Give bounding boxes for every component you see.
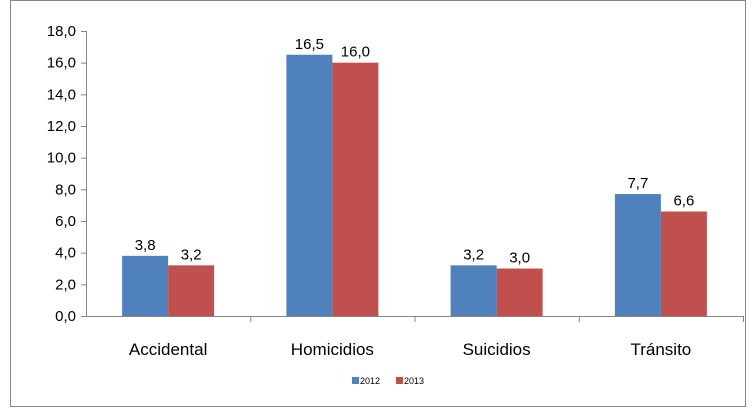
legend-label-2012: 2012 xyxy=(360,376,380,386)
bar-2013-1 xyxy=(332,62,379,316)
y-tick-label: 8,0 xyxy=(55,181,76,198)
x-category-label: Homicidios xyxy=(291,340,374,359)
bar-2012-3 xyxy=(614,194,661,316)
data-label-2013-3: 6,6 xyxy=(673,193,694,210)
y-tick-label: 16,0 xyxy=(47,55,76,72)
data-label-2012-2: 3,2 xyxy=(463,246,484,263)
x-category-label: Tránsito xyxy=(630,340,691,359)
legend-label-2013: 2013 xyxy=(404,376,424,386)
legend-swatch-2013 xyxy=(396,377,403,384)
y-tick-label: 4,0 xyxy=(55,245,76,262)
y-tick-label: 18,0 xyxy=(47,23,76,40)
y-tick-label: 6,0 xyxy=(55,213,76,230)
data-label-2013-0: 3,2 xyxy=(181,246,202,263)
y-tick-label: 0,0 xyxy=(55,308,76,325)
y-tick-label: 14,0 xyxy=(47,86,76,103)
y-tick-label: 12,0 xyxy=(47,118,76,135)
x-category-label: Accidental xyxy=(129,340,207,359)
bar-2013-0 xyxy=(168,265,215,316)
data-label-2013-2: 3,0 xyxy=(509,250,530,267)
bar-2012-1 xyxy=(286,54,333,316)
data-label-2013-1: 16,0 xyxy=(341,44,370,61)
y-tick-label: 10,0 xyxy=(47,150,76,167)
data-label-2012-3: 7,7 xyxy=(627,175,648,192)
data-label-2012-1: 16,5 xyxy=(295,36,324,53)
x-category-label: Suicidios xyxy=(463,340,531,359)
legend-swatch-2012 xyxy=(352,377,359,384)
y-tick-label: 2,0 xyxy=(55,276,76,293)
data-label-2012-0: 3,8 xyxy=(135,237,156,254)
bar-2012-0 xyxy=(122,255,169,316)
bar-2013-3 xyxy=(660,211,707,316)
bar-2013-2 xyxy=(496,268,543,316)
bar-2012-2 xyxy=(450,265,497,316)
